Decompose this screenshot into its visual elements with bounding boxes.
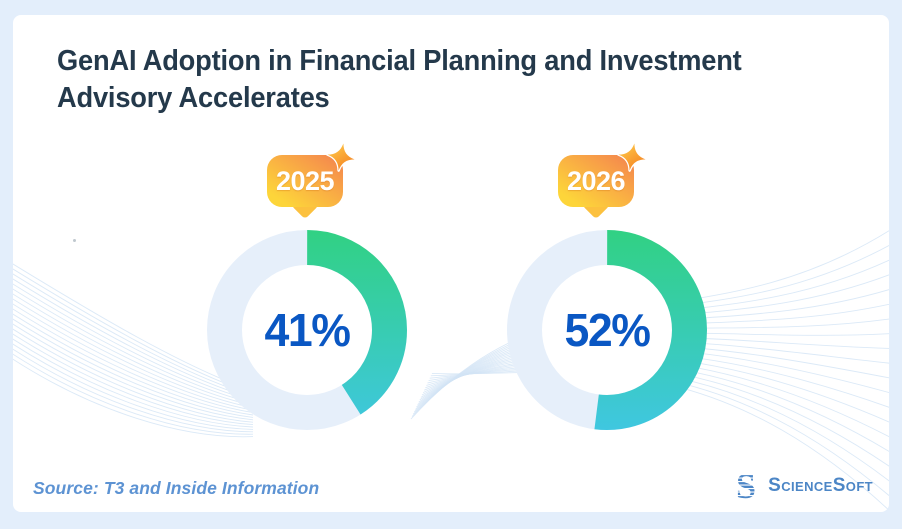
badge-year-label: 2025 [275, 165, 335, 196]
sciencesoft-wordmark: ScienceSoft [768, 475, 873, 496]
donut-chart-2025: 41% [207, 230, 407, 430]
source-caption: Source: T3 and Inside Information [33, 478, 320, 498]
year-badge-2025: 2025 [267, 142, 356, 221]
badge-year-label: 2026 [566, 165, 626, 196]
sciencesoft-s-icon: S [736, 470, 756, 502]
year-badge-2026: 2026 [558, 142, 647, 221]
donut-ring-2025 [207, 230, 407, 430]
sparkle-icon [326, 142, 356, 172]
badge-bubble: 2026 [558, 155, 634, 207]
sciencesoft-logo: S ScienceSoft [731, 470, 873, 502]
donut-ring-2026 [507, 230, 707, 430]
donut-value-2026: 52% [564, 304, 651, 356]
donut-chart-2026: 52% [507, 230, 707, 430]
sparkle-icon [617, 142, 647, 172]
dust-speck [73, 239, 76, 242]
chart-title: GenAI Adoption in Financial Planning and… [57, 43, 785, 117]
infographic-card: GenAI Adoption in Financial Planning and… [13, 15, 889, 512]
svg-text:S: S [736, 470, 756, 502]
chart-title-line2: Advisory Accelerates [57, 82, 330, 114]
donut-value-2025: 41% [264, 304, 351, 356]
chart-title-line1: GenAI Adoption in Financial Planning and… [57, 45, 742, 77]
badge-bubble: 2025 [267, 155, 343, 207]
